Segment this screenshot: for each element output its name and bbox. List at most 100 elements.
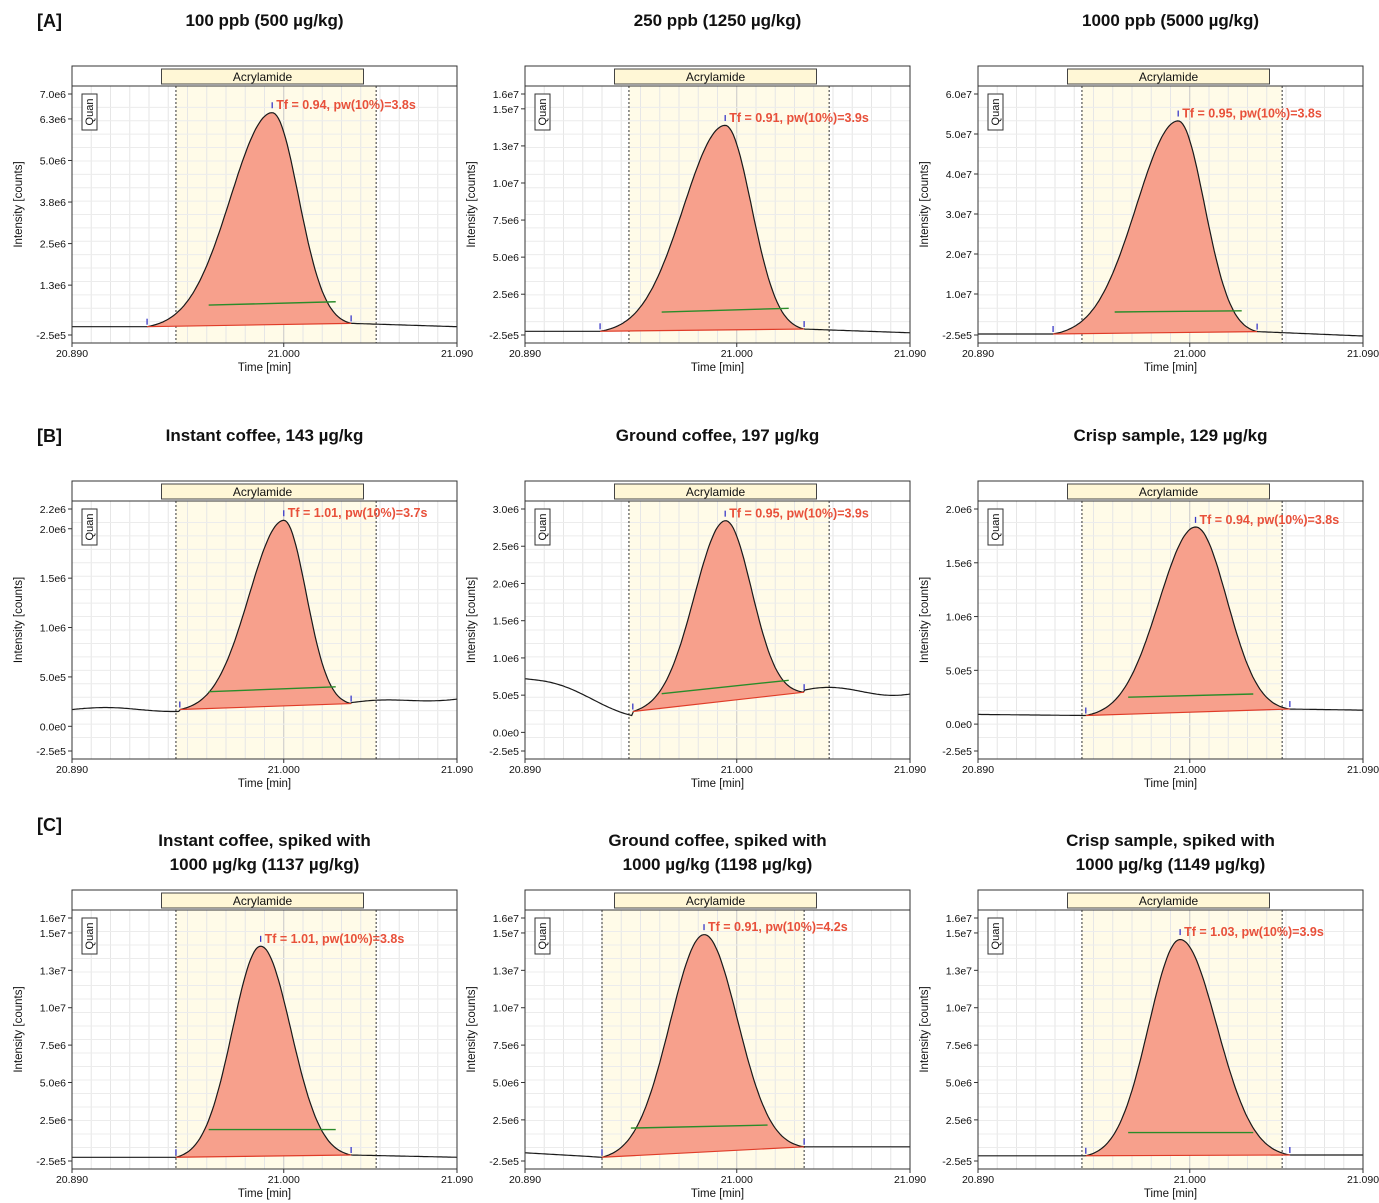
quan-label: Quan — [537, 99, 549, 126]
quan-label: Quan — [990, 99, 1002, 126]
x-tick-label: 21.000 — [1174, 764, 1206, 776]
chromatogram-panel: Ground coffee, 197 µg/kg Tf = 0.95, pw(10… — [466, 426, 926, 790]
panel-title: 1000 ppb (5000 µg/kg) — [1082, 11, 1259, 30]
y-tick-label: 3.0e6 — [493, 504, 519, 516]
x-tick-label: 20.890 — [509, 764, 541, 776]
section-labels: [A] [B] [C] — [37, 11, 62, 835]
y-tick-label: 0.0e0 — [493, 727, 519, 739]
x-tick-label: 20.890 — [56, 348, 88, 360]
y-tick-label: 1.3e7 — [946, 965, 972, 977]
y-tick-label: 5.0e6 — [946, 1077, 972, 1089]
peak-baseline — [1053, 331, 1258, 335]
compound-label-box — [161, 68, 364, 85]
x-axis-label: Time [min] — [238, 362, 291, 374]
peak-width-line — [661, 679, 789, 695]
y-tick-label: 0.0e0 — [946, 719, 972, 731]
panel-title: 1000 µg/kg (1198 µg/kg) — [623, 855, 813, 874]
peak-area — [1053, 120, 1258, 335]
compound-label-box — [614, 892, 817, 909]
peak-area — [1085, 527, 1290, 716]
peak-baseline — [175, 1154, 352, 1158]
chromatogram-trace — [978, 526, 1363, 717]
peak-area — [1085, 939, 1290, 1156]
x-axis-label: Time [min] — [1144, 778, 1197, 790]
peak-baseline — [632, 691, 805, 713]
y-tick-label: 5.0e5 — [493, 690, 519, 702]
y-axis-label: Intensity [counts] — [13, 577, 25, 663]
y-tick-label: 2.0e6 — [40, 524, 66, 536]
peak-annotation: Tf = 1.01, pw(10%)=3.7s — [288, 506, 428, 520]
y-tick-label: 5.0e7 — [946, 129, 972, 141]
quan-label: Quan — [84, 923, 96, 950]
y-tick-label: 7.5e6 — [493, 1040, 519, 1052]
compound-label: Acrylamide — [1139, 70, 1199, 84]
quan-box — [987, 917, 1004, 955]
peak-width-line — [208, 686, 336, 693]
y-tick-label: 2.0e6 — [946, 504, 972, 516]
peak-baseline — [147, 322, 352, 328]
peak-baseline — [1085, 1154, 1290, 1157]
y-tick-label: 5.0e6 — [493, 252, 519, 264]
y-tick-label: -2.5e5 — [942, 746, 972, 758]
quan-box — [81, 917, 98, 955]
compound-label-box — [161, 892, 364, 909]
x-tick-label: 21.090 — [1347, 348, 1379, 360]
peak-annotation: Tf = 0.94, pw(10%)=3.8s — [276, 98, 416, 112]
plot-frame — [524, 889, 911, 1170]
y-tick-label: 1.0e6 — [946, 612, 972, 624]
peak-width-line — [1128, 693, 1254, 698]
y-tick-label: 1.5e6 — [946, 558, 972, 570]
peak-width-line — [1114, 310, 1242, 313]
compound-label-box — [161, 483, 364, 500]
plot-frame — [71, 889, 458, 1170]
chromatogram-trace — [72, 945, 458, 1158]
y-tick-label: 2.0e7 — [946, 249, 972, 261]
panel-title: Instant coffee, spiked with — [158, 831, 371, 850]
x-tick-label: 21.000 — [268, 764, 300, 776]
section-label: [A] — [37, 11, 62, 31]
panel-title: Crisp sample, spiked with — [1066, 831, 1275, 850]
chromatogram-panel: 100 ppb (500 µg/kg) Tf = 0.94, pw(10%)=3.… — [13, 11, 473, 374]
y-tick-label: 1.6e7 — [40, 913, 66, 925]
x-tick-label: 20.890 — [56, 764, 88, 776]
peak-baseline — [1085, 708, 1290, 717]
x-tick-label: 21.000 — [721, 348, 753, 360]
peak-annotation: Tf = 1.03, pw(10%)=3.9s — [1184, 925, 1324, 939]
x-tick-label: 21.090 — [894, 764, 926, 776]
y-axis-label: Intensity [counts] — [919, 986, 931, 1072]
x-tick-label: 20.890 — [56, 1174, 88, 1186]
peak-area — [147, 112, 352, 327]
plot-frame — [71, 65, 458, 344]
y-tick-label: 1.0e7 — [946, 1003, 972, 1015]
panel-title: Ground coffee, spiked with — [608, 831, 826, 850]
y-tick-label: 7.0e6 — [40, 89, 66, 101]
quan-box — [987, 508, 1004, 546]
x-axis-label: Time [min] — [1144, 362, 1197, 374]
y-tick-label: 1.0e6 — [40, 623, 66, 635]
chromatogram-panel: Crisp sample, 129 µg/kg Tf = 0.94, pw(10%… — [919, 426, 1379, 790]
section-label: [C] — [37, 815, 62, 835]
y-axis-label: Intensity [counts] — [466, 577, 478, 663]
chromatogram-panel: Crisp sample, spiked with 1000 µg/kg (114… — [919, 831, 1379, 1200]
y-tick-label: -2.5e5 — [36, 1156, 66, 1168]
compound-label: Acrylamide — [1139, 894, 1199, 908]
y-tick-label: -2.5e5 — [36, 330, 66, 342]
y-axis-label: Intensity [counts] — [466, 986, 478, 1072]
plot-frame — [977, 65, 1364, 344]
compound-label-box — [1067, 483, 1270, 500]
y-tick-label: -2.5e5 — [489, 1156, 519, 1168]
peak-baseline — [179, 702, 352, 711]
plot-frame — [524, 65, 911, 344]
quan-box — [81, 508, 98, 546]
panel-title: Instant coffee, 143 µg/kg — [166, 426, 364, 445]
y-tick-label: 4.0e7 — [946, 169, 972, 181]
y-tick-label: 2.5e6 — [493, 541, 519, 553]
y-tick-label: 1.3e7 — [493, 965, 519, 977]
x-tick-label: 21.000 — [1174, 1174, 1206, 1186]
peak-annotation: Tf = 0.95, pw(10%)=3.8s — [1182, 107, 1322, 121]
y-tick-label: 1.0e7 — [493, 1003, 519, 1015]
peak-annotation: Tf = 1.01, pw(10%)=3.8s — [265, 932, 405, 946]
peak-baseline — [601, 1146, 805, 1158]
plot-frame — [977, 889, 1364, 1170]
